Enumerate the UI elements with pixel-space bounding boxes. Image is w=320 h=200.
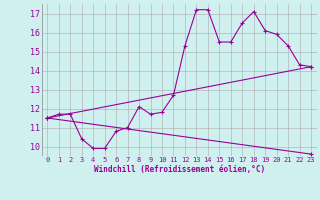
X-axis label: Windchill (Refroidissement éolien,°C): Windchill (Refroidissement éolien,°C) [94, 165, 265, 174]
